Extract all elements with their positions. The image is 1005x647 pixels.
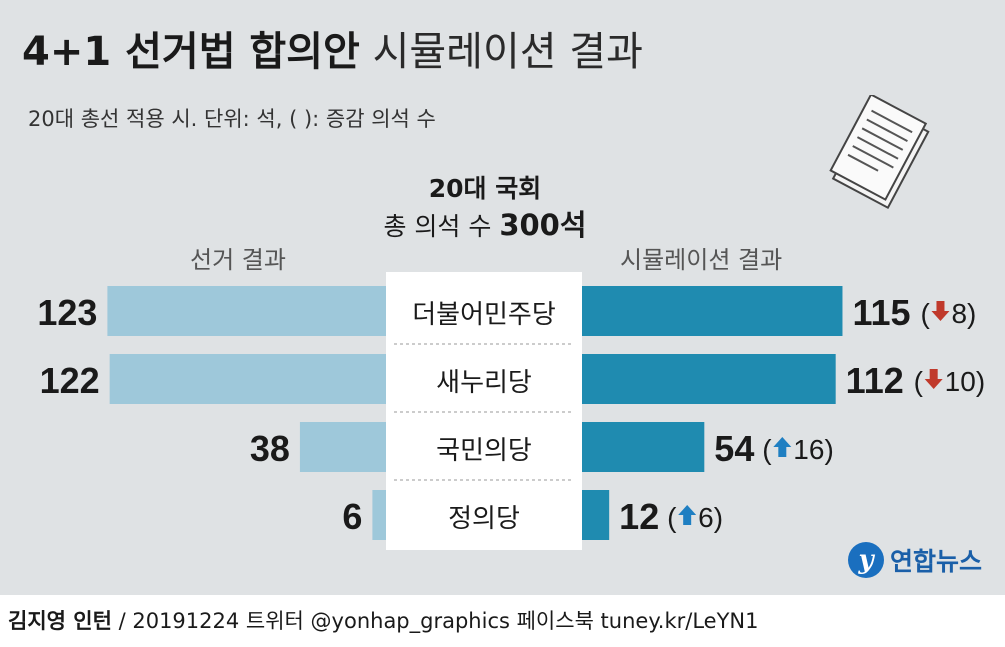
credit-footer: 김지영 인턴 / 20191224 트위터 @yonhap_graphics 페… — [0, 595, 1005, 647]
change-open-paren: ( — [667, 502, 677, 533]
arrow-up-icon — [773, 437, 792, 457]
arrow-down-icon — [924, 369, 943, 389]
election-result-bar — [107, 286, 386, 336]
election-result-bar — [299, 422, 386, 472]
simulation-value-label: 115 — [852, 292, 910, 333]
center-header: 20대 국회 총 의석 수 300석 — [340, 172, 630, 246]
change-value-label: 10) — [945, 366, 985, 397]
simulation-result-bar — [582, 354, 836, 404]
change-open-paren: ( — [762, 434, 772, 465]
party-label: 새누리당 — [436, 368, 532, 398]
change-value-label: 16) — [793, 434, 833, 465]
election-result-bar — [372, 490, 386, 540]
election-value-label: 38 — [250, 428, 290, 469]
simulation-value-label: 112 — [846, 360, 904, 401]
party-label: 국민의당 — [436, 436, 532, 466]
chart-title: 4+1 선거법 합의안 시뮬레이션 결과 — [22, 22, 643, 82]
election-value-label: 123 — [37, 292, 97, 333]
document-icon — [829, 95, 930, 210]
simulation-result-bar — [582, 490, 610, 540]
credit-details: / 20191224 트위터 @yonhap_graphics 페이스북 tun… — [111, 609, 759, 633]
change-value-label: 6) — [698, 502, 723, 533]
logo-mark: y — [848, 542, 884, 578]
election-result-bar — [109, 354, 387, 404]
logo-text: 연합뉴스 — [890, 547, 983, 576]
author-name: 김지영 인턴 — [8, 609, 112, 633]
change-open-paren: ( — [920, 298, 930, 329]
simulation-value-label: 54 — [714, 428, 754, 469]
seat-chart: 더불어민주당 123 115 (8) 새누리당 122 112 (10) 국민의당 38 54 (16… — [37, 272, 985, 550]
left-column-header: 선거 결과 — [190, 246, 286, 274]
simulation-result-bar — [582, 422, 705, 472]
arrow-down-icon — [931, 301, 950, 321]
total-seats-prefix: 총 의석 수 — [383, 212, 500, 241]
arrow-up-icon — [678, 505, 697, 525]
simulation-value-label: 12 — [619, 496, 659, 537]
title-bold-part: 4+1 선거법 합의안 — [22, 29, 360, 75]
party-label: 정의당 — [448, 504, 520, 534]
party-label-panel — [386, 272, 582, 550]
total-seats-label: 총 의석 수 300석 — [340, 206, 630, 246]
assembly-label: 20대 국회 — [428, 174, 542, 203]
chart-subtitle: 20대 총선 적용 시. 단위: 석, ( ): 증감 의석 수 — [28, 107, 436, 131]
election-value-label: 122 — [40, 360, 100, 401]
simulation-result-bar — [582, 286, 843, 336]
total-seats-value: 300석 — [499, 208, 587, 242]
change-open-paren: ( — [914, 366, 924, 397]
yonhap-logo: y 연합뉴스 — [848, 538, 982, 582]
party-label: 더불어민주당 — [412, 300, 556, 330]
title-light-part: 시뮬레이션 결과 — [372, 29, 643, 75]
right-column-header: 시뮬레이션 결과 — [620, 246, 783, 274]
change-value-label: 8) — [951, 298, 976, 329]
election-value-label: 6 — [342, 496, 362, 537]
